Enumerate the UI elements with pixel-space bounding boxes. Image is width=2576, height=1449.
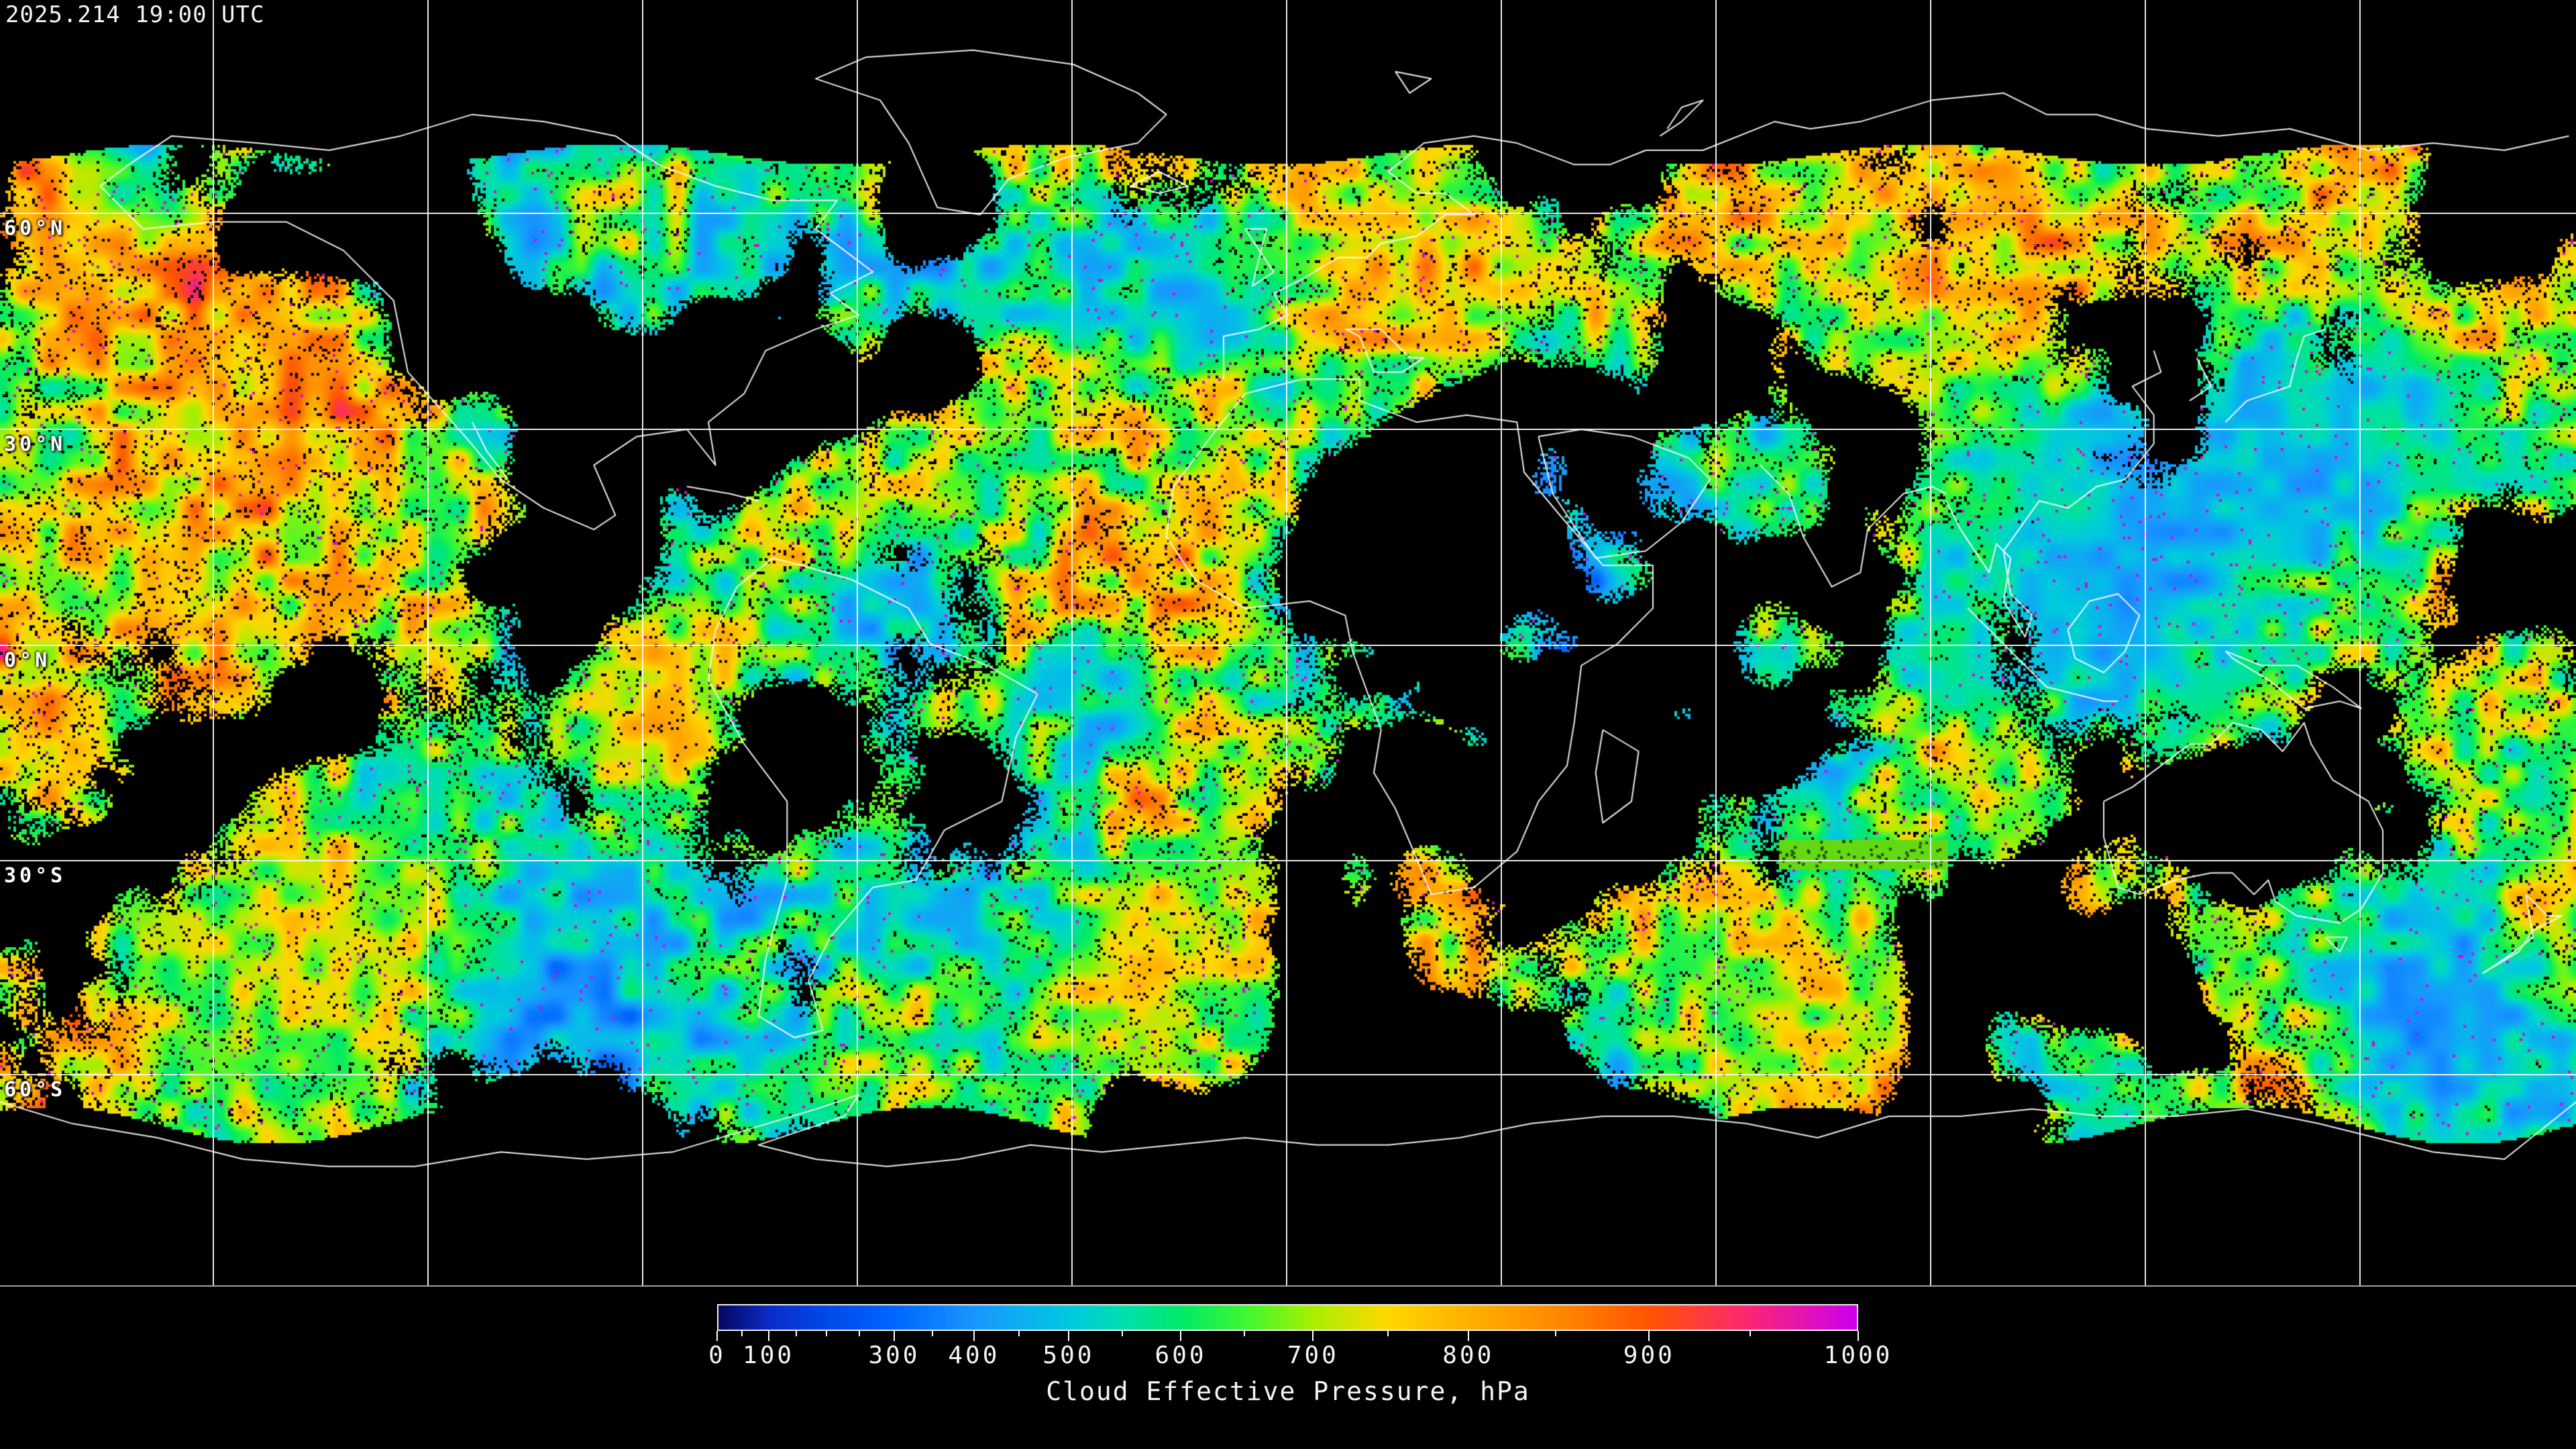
colorbar-tick bbox=[1067, 1331, 1069, 1341]
colorbar-tick-label: 300 bbox=[868, 1342, 920, 1369]
latitude-label-60n: 60°N bbox=[4, 216, 66, 240]
colorbar-tick-label: 500 bbox=[1042, 1342, 1095, 1369]
colorbar-tick-label: 700 bbox=[1287, 1342, 1339, 1369]
colorbar-tick bbox=[1387, 1331, 1389, 1336]
colorbar-tick-label: 1000 bbox=[1823, 1342, 1893, 1369]
colorbar-tick bbox=[858, 1331, 860, 1336]
colorbar-tick-label: 0 bbox=[708, 1342, 726, 1369]
longitude-gridline bbox=[1286, 0, 1287, 1285]
colorbar-gradient bbox=[717, 1304, 1858, 1331]
colorbar-ticks bbox=[716, 1331, 1859, 1343]
colorbar-tick-label: 600 bbox=[1155, 1342, 1207, 1369]
longitude-gridline bbox=[2359, 0, 2361, 1285]
map-footer-separator bbox=[0, 1285, 2576, 1287]
colorbar-tick bbox=[1121, 1331, 1123, 1336]
colorbar-tick bbox=[767, 1331, 769, 1341]
longitude-gridline bbox=[856, 0, 858, 1285]
latitude-gridline bbox=[0, 859, 2576, 861]
colorbar-tick bbox=[973, 1331, 975, 1341]
longitude-gridline bbox=[642, 0, 643, 1285]
longitude-gridline bbox=[1715, 0, 1717, 1285]
colorbar-tick-label: 800 bbox=[1442, 1342, 1495, 1369]
colorbar-tick bbox=[1018, 1331, 1020, 1336]
longitude-gridline bbox=[1930, 0, 1931, 1285]
latitude-gridline bbox=[0, 1074, 2576, 1075]
latitude-label-30n: 30°N bbox=[4, 433, 66, 456]
colorbar-tick-label: 900 bbox=[1623, 1342, 1675, 1369]
colorbar-tick bbox=[1554, 1331, 1556, 1336]
latitude-gridline bbox=[0, 212, 2576, 214]
latitude-label-0n: 0°N bbox=[4, 648, 51, 672]
colorbar-tick-label: 100 bbox=[743, 1342, 795, 1369]
colorbar-tick bbox=[931, 1331, 933, 1336]
colorbar-tick bbox=[826, 1331, 828, 1336]
colorbar-tick bbox=[893, 1331, 895, 1341]
longitude-gridline bbox=[1071, 0, 1073, 1285]
colorbar-tick bbox=[1180, 1331, 1182, 1341]
longitude-gridline bbox=[1500, 0, 1502, 1285]
colorbar-tick-label: 400 bbox=[948, 1342, 1000, 1369]
colorbar-tick bbox=[1312, 1331, 1314, 1341]
colorbar-title: Cloud Effective Pressure, hPa bbox=[1046, 1377, 1530, 1406]
latitude-gridline bbox=[0, 429, 2576, 430]
latitude-gridline bbox=[0, 644, 2576, 646]
colorbar-tick bbox=[1858, 1331, 1859, 1341]
colorbar-tick bbox=[796, 1331, 798, 1336]
timestamp-label: 2025.214 19:00 UTC bbox=[5, 1, 265, 28]
latitude-label-30s: 30°S bbox=[4, 863, 66, 888]
latitude-label-60s: 60°S bbox=[4, 1078, 66, 1102]
colorbar-tick bbox=[716, 1331, 718, 1341]
colorbar-tick bbox=[741, 1331, 743, 1336]
longitude-gridline bbox=[2144, 0, 2146, 1285]
colorbar-tick bbox=[1243, 1331, 1245, 1336]
colorbar-tick bbox=[1749, 1331, 1751, 1336]
longitude-gridline bbox=[427, 0, 429, 1285]
colorbar-tick bbox=[1467, 1331, 1469, 1341]
colorbar-tick-labels: 0 100 300 400 500 600 700 800 900 1000 bbox=[708, 1342, 1890, 1373]
colorbar-tick bbox=[1648, 1331, 1650, 1341]
longitude-gridline bbox=[212, 0, 214, 1285]
